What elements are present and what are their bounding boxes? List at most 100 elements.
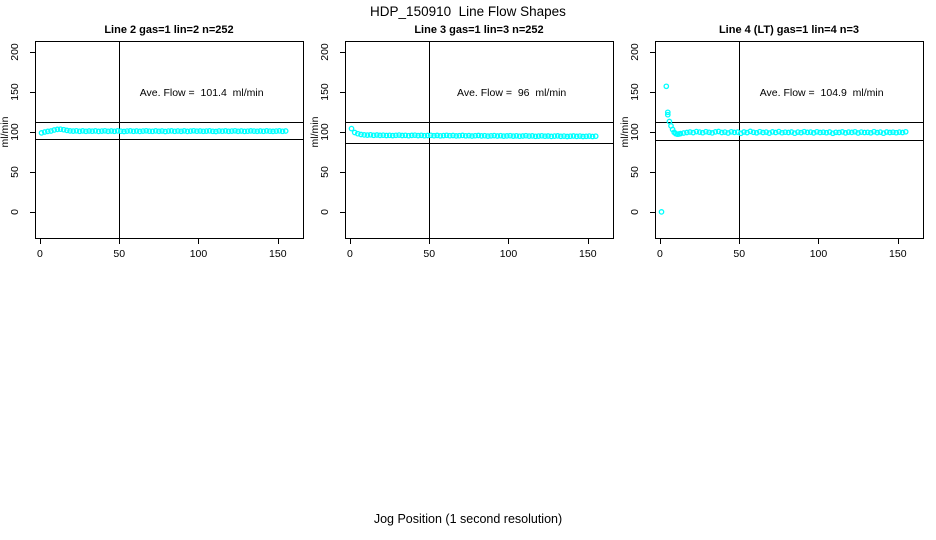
- data-point: [159, 128, 165, 134]
- data-point: [92, 128, 99, 134]
- data-point: [485, 133, 491, 139]
- data-point: [453, 133, 460, 139]
- data-point: [804, 129, 811, 136]
- data-point: [823, 129, 830, 136]
- data-point: [548, 133, 555, 140]
- data-point: [687, 129, 693, 135]
- data-point: [222, 128, 229, 134]
- x-tick-label: 150: [889, 248, 907, 260]
- plot-frame: [345, 41, 614, 239]
- data-point: [839, 129, 846, 135]
- x-tick-label: 100: [499, 248, 518, 260]
- x-tick-label: 100: [189, 248, 208, 260]
- data-point: [677, 130, 684, 137]
- data-point: [731, 129, 738, 136]
- data-point: [666, 118, 673, 125]
- data-point: [165, 128, 172, 134]
- data-point: [703, 128, 709, 135]
- data-point: [415, 132, 421, 139]
- y-tick-label: 150: [319, 83, 331, 102]
- data-point: [817, 129, 823, 136]
- data-point: [529, 133, 536, 139]
- data-point: [76, 128, 83, 135]
- x-tick-label: 0: [346, 248, 353, 260]
- data-point: [833, 129, 839, 136]
- data-point: [175, 128, 181, 134]
- data-point: [133, 128, 140, 134]
- data-point: [380, 132, 387, 139]
- data-point: [44, 128, 51, 135]
- x-axis-label: Jog Position (1 second resolution): [373, 512, 563, 526]
- plot-frame: [35, 41, 304, 239]
- data-point: [798, 129, 804, 136]
- data-point: [519, 133, 526, 139]
- x-tick-label: 100: [809, 248, 828, 260]
- data-point: [79, 128, 86, 134]
- data-point: [488, 132, 494, 139]
- data-point: [241, 128, 248, 135]
- data-point: [880, 130, 887, 137]
- x-tick-label: 50: [113, 248, 126, 260]
- data-point: [684, 129, 690, 136]
- data-point: [861, 129, 868, 136]
- data-point: [232, 127, 238, 134]
- data-point: [680, 130, 687, 136]
- data-point: [899, 129, 906, 136]
- data-point: [715, 128, 722, 135]
- data-point: [725, 130, 731, 136]
- data-point: [883, 129, 890, 135]
- data-point: [130, 128, 137, 135]
- data-point: [225, 128, 232, 135]
- data-point: [706, 129, 712, 136]
- data-point: [864, 129, 871, 136]
- data-point: [348, 125, 355, 132]
- data-point: [276, 128, 283, 134]
- data-point: [874, 129, 881, 136]
- data-point: [896, 129, 903, 135]
- data-point: [532, 133, 539, 140]
- y-tick-label: 0: [629, 209, 641, 216]
- data-point: [67, 128, 73, 134]
- data-point: [664, 109, 671, 116]
- data-point: [140, 128, 146, 134]
- data-point: [845, 129, 852, 135]
- data-point: [194, 128, 200, 135]
- data-point: [663, 83, 670, 90]
- y-axis-unit-label: ml/min: [0, 116, 11, 148]
- data-point: [405, 132, 412, 139]
- data-point: [260, 128, 267, 135]
- data-point: [466, 132, 472, 139]
- data-point: [181, 128, 188, 134]
- data-point: [744, 129, 750, 136]
- data-point: [396, 132, 402, 138]
- data-point: [367, 131, 374, 138]
- data-point: [213, 128, 219, 135]
- y-tick-label: 50: [629, 166, 641, 179]
- data-point: [580, 133, 586, 140]
- data-point: [102, 127, 108, 134]
- x-tick-label: 50: [423, 248, 436, 260]
- data-point: [779, 129, 785, 136]
- data-point: [54, 126, 61, 133]
- data-point: [848, 129, 855, 136]
- data-point: [728, 128, 735, 135]
- data-point: [190, 127, 197, 134]
- data-point: [273, 128, 280, 134]
- data-point: [504, 133, 510, 139]
- panel-1-plot-area: [30, 41, 304, 244]
- data-point: [567, 133, 574, 140]
- data-point: [785, 129, 792, 136]
- data-point: [38, 130, 45, 136]
- data-point: [491, 132, 498, 139]
- data-point: [836, 129, 842, 136]
- data-point: [795, 129, 801, 135]
- data-point: [86, 128, 92, 134]
- data-point: [244, 128, 251, 135]
- data-point: [500, 133, 507, 139]
- data-point: [434, 132, 440, 139]
- data-point: [890, 129, 896, 136]
- data-point: [111, 128, 118, 135]
- data-point: [171, 128, 178, 135]
- data-point: [769, 129, 776, 135]
- y-tick-label: 200: [9, 43, 21, 62]
